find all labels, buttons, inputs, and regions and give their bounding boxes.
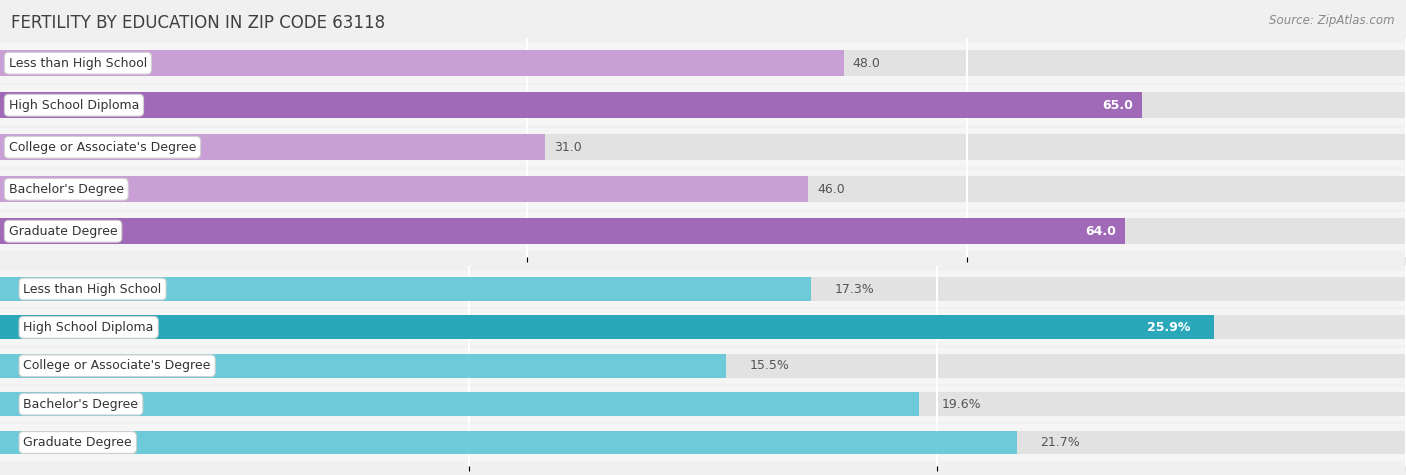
Bar <box>0 392 1406 416</box>
Bar <box>0 50 844 76</box>
Bar <box>0 134 544 160</box>
Text: 19.6%: 19.6% <box>942 398 981 410</box>
Bar <box>0 176 1406 202</box>
Text: 15.5%: 15.5% <box>749 359 790 372</box>
Bar <box>0 211 1406 251</box>
Bar <box>0 309 1406 345</box>
Bar <box>0 127 1406 167</box>
Bar <box>0 430 1017 455</box>
Bar <box>0 271 1406 307</box>
Text: 48.0: 48.0 <box>852 57 880 70</box>
Text: FERTILITY BY EDUCATION IN ZIP CODE 63118: FERTILITY BY EDUCATION IN ZIP CODE 63118 <box>11 14 385 32</box>
Bar <box>0 425 1406 461</box>
Bar <box>0 44 1406 83</box>
Bar <box>0 50 1406 76</box>
Bar <box>0 354 1406 378</box>
Text: College or Associate's Degree: College or Associate's Degree <box>24 359 211 372</box>
Bar <box>0 315 1406 339</box>
Text: 25.9%: 25.9% <box>1147 321 1191 334</box>
Text: Source: ZipAtlas.com: Source: ZipAtlas.com <box>1270 14 1395 27</box>
Bar <box>0 348 1406 384</box>
Text: 64.0: 64.0 <box>1085 225 1116 238</box>
Text: High School Diploma: High School Diploma <box>8 99 139 112</box>
Bar <box>0 354 727 378</box>
Bar <box>0 277 1406 301</box>
Text: Less than High School: Less than High School <box>24 283 162 295</box>
Text: 21.7%: 21.7% <box>1040 436 1080 449</box>
Bar <box>0 315 1213 339</box>
Bar <box>0 134 1406 160</box>
Text: 17.3%: 17.3% <box>834 283 875 295</box>
Bar <box>0 386 1406 422</box>
Text: College or Associate's Degree: College or Associate's Degree <box>8 141 197 154</box>
Bar <box>0 176 808 202</box>
Bar <box>0 92 1142 118</box>
Text: Bachelor's Degree: Bachelor's Degree <box>24 398 138 410</box>
Text: Graduate Degree: Graduate Degree <box>8 225 118 238</box>
Text: Graduate Degree: Graduate Degree <box>24 436 132 449</box>
Text: 31.0: 31.0 <box>554 141 581 154</box>
Bar <box>0 218 1406 244</box>
Bar <box>0 430 1406 455</box>
Text: Less than High School: Less than High School <box>8 57 148 70</box>
Text: 65.0: 65.0 <box>1102 99 1133 112</box>
Bar <box>0 392 918 416</box>
Bar <box>0 170 1406 209</box>
Bar <box>0 277 811 301</box>
Text: 46.0: 46.0 <box>817 183 845 196</box>
Text: High School Diploma: High School Diploma <box>24 321 153 334</box>
Bar <box>0 92 1406 118</box>
Text: Bachelor's Degree: Bachelor's Degree <box>8 183 124 196</box>
Bar <box>0 218 1125 244</box>
Bar <box>0 86 1406 125</box>
